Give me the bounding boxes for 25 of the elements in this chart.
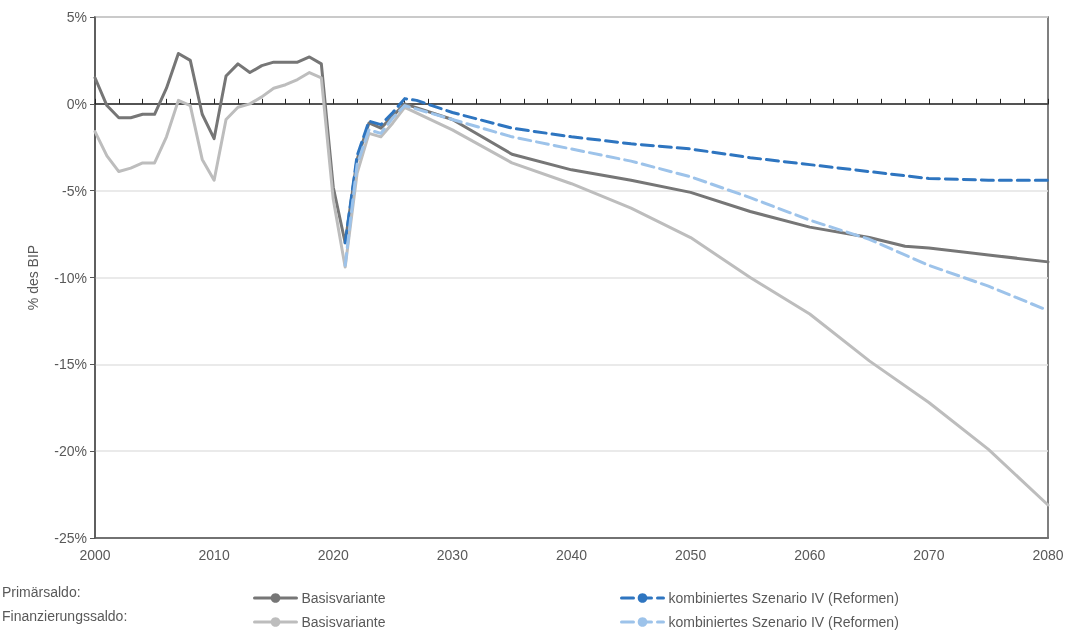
line-series (93, 71, 1050, 507)
x-tick-label: 2000 (79, 547, 111, 563)
x-tick-label: 2030 (436, 547, 469, 563)
y-axis-title: % des BIP (25, 244, 41, 311)
legend-label: kombiniertes Szenario IV (Reformen) (668, 590, 899, 606)
x-tick-label: 2010 (198, 547, 230, 563)
y-tick-label: -10% (54, 269, 87, 286)
y-tick-label: -5% (62, 182, 87, 199)
legend-label: kombiniertes Szenario IV (Reformen) (668, 614, 899, 630)
y-tick-label: 5% (66, 9, 87, 25)
text: Primärsaldo: (2, 584, 81, 600)
line-series (343, 97, 1050, 245)
legend-label: Basisvariante (301, 590, 386, 606)
x-tick-label: 2020 (317, 547, 350, 563)
x-tick-label: 2060 (794, 547, 826, 563)
x-tick-label: 2050 (675, 547, 707, 563)
legend-label: Basisvariante (301, 614, 386, 630)
text: Finanzierungssaldo: (2, 608, 128, 624)
y-tick-label: 0% (66, 95, 87, 112)
y-tick-label: -25% (54, 530, 87, 546)
x-tick-label: 2070 (913, 547, 945, 563)
x-tick-label: 2040 (555, 547, 588, 563)
x-tick-label: 2080 (1032, 547, 1064, 563)
y-tick-label: -20% (54, 443, 87, 460)
y-tick-label: -15% (54, 356, 87, 373)
